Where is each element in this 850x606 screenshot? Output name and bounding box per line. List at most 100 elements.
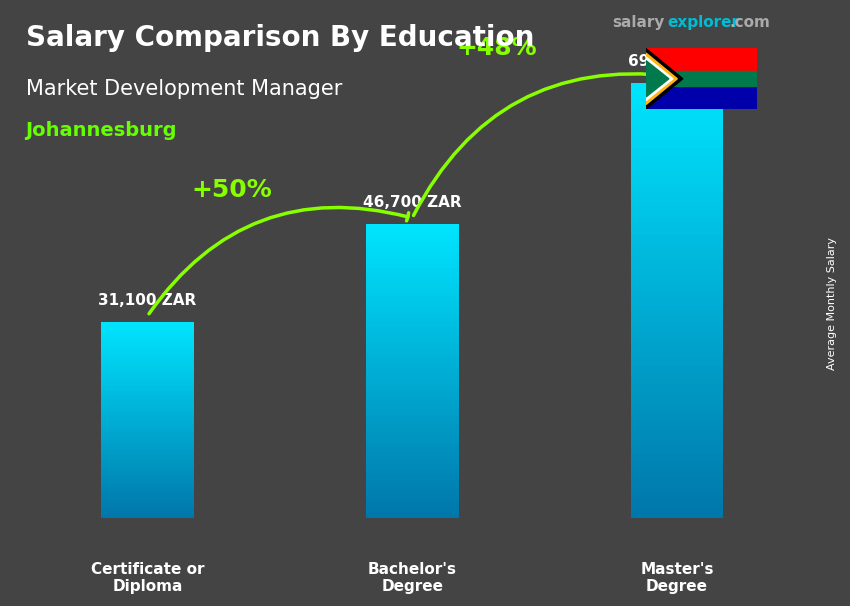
Bar <box>101 359 194 361</box>
Bar <box>366 506 459 509</box>
Bar <box>101 514 194 516</box>
Bar <box>366 377 459 380</box>
Bar <box>366 436 459 439</box>
Bar <box>631 509 723 513</box>
Bar <box>366 350 459 353</box>
Bar <box>366 283 459 286</box>
Bar <box>101 371 194 373</box>
Bar <box>101 438 194 439</box>
Bar <box>101 348 194 350</box>
Bar <box>366 406 459 409</box>
Bar <box>101 473 194 474</box>
Text: Master's
Degree: Master's Degree <box>640 562 714 594</box>
Bar <box>101 381 194 383</box>
Bar <box>101 385 194 387</box>
Bar <box>366 450 459 453</box>
Text: 69,200 ZAR: 69,200 ZAR <box>627 54 727 69</box>
Bar <box>631 92 723 96</box>
Bar <box>646 48 756 79</box>
Bar <box>101 322 194 324</box>
Bar <box>366 398 459 401</box>
Bar <box>101 383 194 385</box>
Bar <box>366 388 459 391</box>
Text: Market Development Manager: Market Development Manager <box>26 79 342 99</box>
Bar <box>631 122 723 127</box>
Polygon shape <box>646 48 683 109</box>
Bar <box>366 301 459 304</box>
Bar <box>631 313 723 318</box>
Bar <box>631 487 723 491</box>
Bar <box>631 457 723 461</box>
Bar <box>366 485 459 488</box>
Bar <box>101 342 194 344</box>
Text: +50%: +50% <box>192 178 273 202</box>
Bar <box>101 407 194 408</box>
Bar <box>101 353 194 356</box>
Bar <box>366 509 459 512</box>
Bar <box>631 201 723 205</box>
Bar <box>631 479 723 483</box>
Bar <box>101 516 194 518</box>
Text: Certificate or
Diploma: Certificate or Diploma <box>91 562 204 594</box>
Bar <box>631 283 723 287</box>
Bar <box>101 439 194 442</box>
Bar <box>631 183 723 187</box>
Bar <box>366 345 459 348</box>
Bar <box>631 357 723 361</box>
Bar <box>101 389 194 391</box>
Bar <box>101 502 194 504</box>
Bar <box>631 296 723 301</box>
Bar <box>101 490 194 492</box>
Bar <box>101 344 194 346</box>
Bar <box>366 462 459 465</box>
Bar <box>101 442 194 444</box>
Bar <box>101 426 194 428</box>
Bar <box>101 422 194 424</box>
Bar <box>366 412 459 415</box>
Bar <box>631 461 723 465</box>
Bar <box>101 463 194 465</box>
Bar <box>366 380 459 383</box>
Bar <box>366 330 459 333</box>
Bar <box>101 387 194 389</box>
Text: +48%: +48% <box>456 36 537 61</box>
Bar <box>101 361 194 364</box>
Polygon shape <box>646 61 669 97</box>
Bar <box>101 512 194 514</box>
Bar <box>101 479 194 481</box>
Bar <box>366 224 459 227</box>
Bar <box>101 326 194 328</box>
Bar <box>366 254 459 256</box>
Bar <box>366 239 459 242</box>
Bar <box>631 375 723 379</box>
Bar <box>366 315 459 318</box>
Bar <box>101 324 194 326</box>
Bar <box>101 340 194 342</box>
Bar <box>366 395 459 398</box>
Bar <box>631 483 723 487</box>
Bar <box>366 291 459 295</box>
Bar <box>101 369 194 371</box>
Bar <box>366 409 459 412</box>
Bar <box>631 127 723 131</box>
Bar <box>366 515 459 518</box>
Bar <box>101 412 194 414</box>
Bar <box>101 356 194 358</box>
Bar <box>366 251 459 254</box>
Bar <box>101 461 194 463</box>
Bar <box>366 298 459 301</box>
Bar <box>101 500 194 502</box>
Bar <box>366 342 459 345</box>
Text: Johannesburg: Johannesburg <box>26 121 177 140</box>
Bar <box>366 491 459 494</box>
Bar <box>101 494 194 496</box>
Bar <box>101 336 194 338</box>
Bar <box>631 239 723 244</box>
Bar <box>366 418 459 421</box>
Bar <box>366 268 459 271</box>
Bar <box>631 187 723 191</box>
Bar <box>366 295 459 298</box>
Bar <box>366 482 459 485</box>
Bar <box>366 262 459 265</box>
Bar <box>101 436 194 438</box>
